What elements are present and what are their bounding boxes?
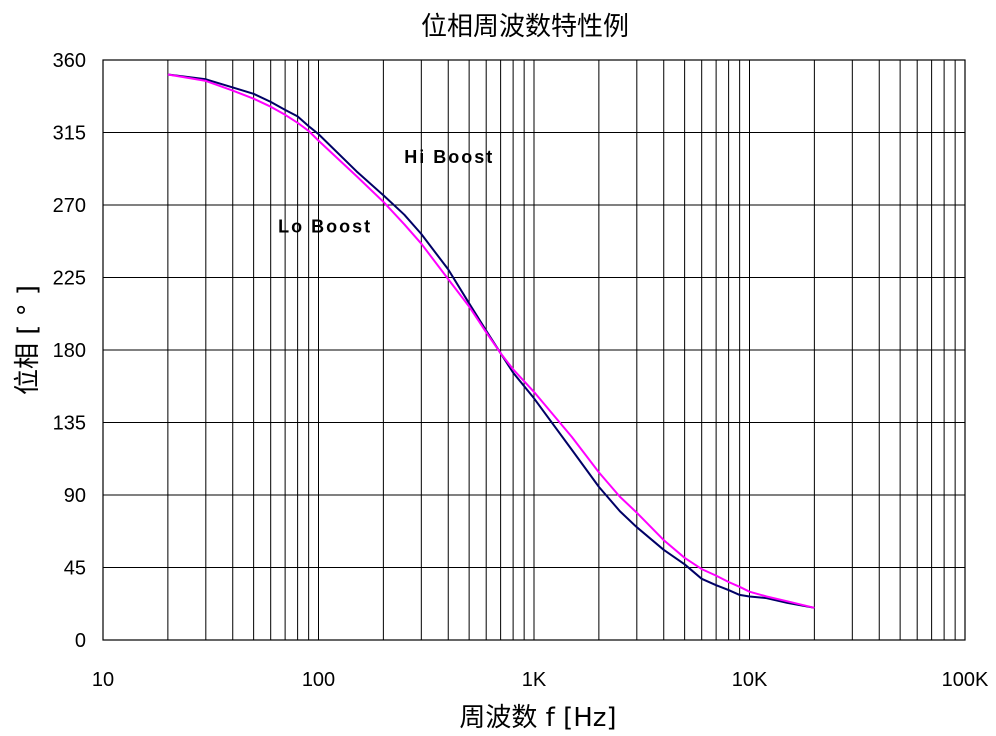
annotations: Hi Boost Lo Boost xyxy=(278,147,494,236)
y-tick-label: 270 xyxy=(53,195,86,217)
chart-title: 位相周波数特性例 xyxy=(421,12,629,42)
series-line-lo-boost xyxy=(167,73,815,609)
y-tick-label: 45 xyxy=(64,558,86,580)
annotation-label: Hi Boost xyxy=(404,147,494,167)
y-axis-label: 位相 [ ° ] xyxy=(13,285,43,395)
annotation-label: Lo Boost xyxy=(278,216,372,236)
grid-lines xyxy=(103,60,965,640)
y-tick-label: 225 xyxy=(53,268,86,290)
x-axis-label: 周波数 f [Hz] xyxy=(459,703,616,733)
x-tick-label: 100K xyxy=(942,669,989,691)
y-tick-label: 135 xyxy=(53,413,86,435)
y-tick-label: 0 xyxy=(75,630,86,652)
series-layer xyxy=(167,73,815,609)
x-tick-label: 100 xyxy=(302,669,335,691)
plot-frame xyxy=(102,59,966,641)
x-tick-label: 1K xyxy=(522,669,547,691)
x-tick-label: 10 xyxy=(92,669,114,691)
y-tick-label: 90 xyxy=(64,485,86,507)
y-tick-label: 180 xyxy=(53,340,86,362)
y-tick-label: 315 xyxy=(53,123,86,145)
x-tick-label: 10K xyxy=(732,669,768,691)
x-tick-labels: 10 100 1K 10K 100K xyxy=(92,669,989,691)
y-tick-labels: 0 45 90 135 180 225 270 315 360 xyxy=(53,50,86,652)
y-tick-label: 360 xyxy=(53,50,86,72)
